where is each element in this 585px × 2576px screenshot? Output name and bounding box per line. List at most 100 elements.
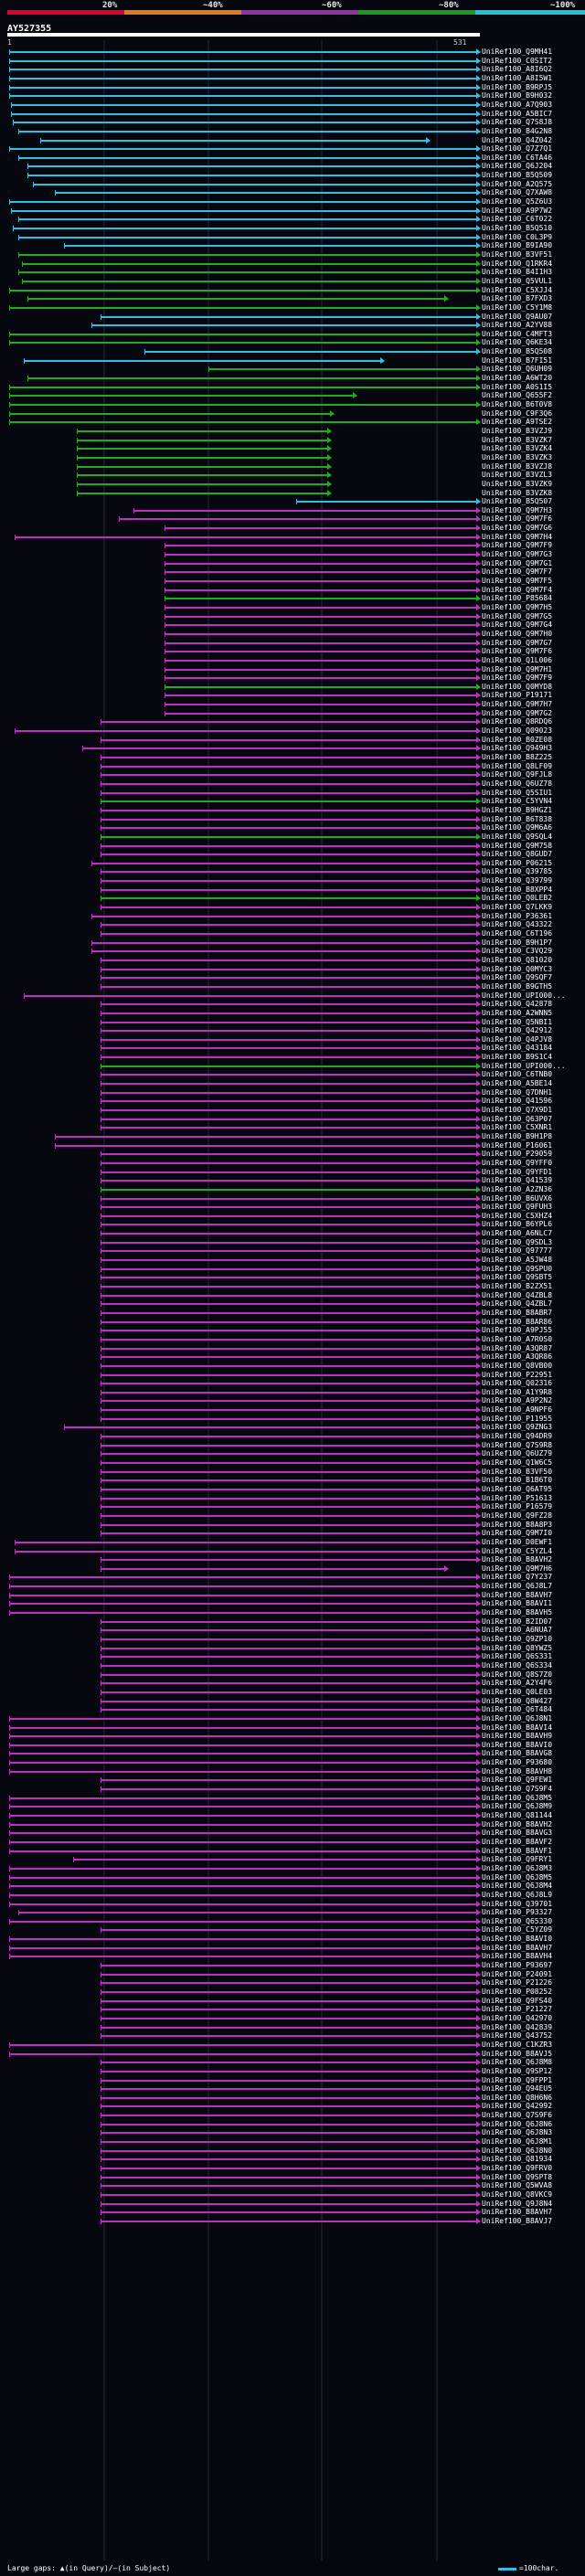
hit-label[interactable]: UniRef100_Q9M7G4 (482, 620, 553, 629)
hit-label[interactable]: UniRef100_B8ABR7 (482, 1309, 553, 1317)
hit-label[interactable]: UniRef100_Q9FRV0 (482, 2164, 553, 2172)
hit-label[interactable]: UniRef100_Q9FUH3 (482, 1203, 553, 1211)
hit-label[interactable]: UniRef100_Q42912 (482, 1026, 553, 1034)
hit-label[interactable]: UniRef100_Q6J8N1 (482, 1714, 553, 1723)
hit-label[interactable]: UniRef100_A2ZN36 (482, 1185, 553, 1193)
hit-label[interactable]: UniRef100_B7FXD3 (482, 294, 553, 302)
hit-label[interactable]: UniRef100_Q8S7Z0 (482, 1670, 553, 1679)
hit-label[interactable]: UniRef100_Q8YWZ5 (482, 1644, 553, 1652)
hit-label[interactable]: UniRef100_C5XHZ4 (482, 1212, 553, 1220)
hit-label[interactable]: UniRef100_Q8H6N6 (482, 2094, 553, 2102)
hit-label[interactable]: UniRef100_A9PJ55 (482, 1326, 553, 1334)
hit-label[interactable]: UniRef100_D0EWF1 (482, 1538, 553, 1546)
hit-label[interactable]: UniRef100_P19171 (482, 691, 553, 699)
hit-label[interactable]: UniRef100_B8AVH8 (482, 1767, 553, 1776)
hit-label[interactable]: UniRef100_Q9M7G6 (482, 524, 553, 532)
hit-label[interactable]: UniRef100_Q9MH41 (482, 48, 553, 56)
hit-label[interactable]: UniRef100_A8I5W1 (482, 74, 553, 82)
hit-label[interactable]: UniRef100_Q6J8N3 (482, 2128, 553, 2136)
hit-label[interactable]: UniRef100_Q42878 (482, 1000, 553, 1008)
hit-label[interactable]: UniRef100_Q7X9D1 (482, 1106, 553, 1114)
hit-label[interactable]: UniRef100_B3VF50 (482, 1468, 553, 1476)
hit-label[interactable]: UniRef100_B3VZL3 (482, 471, 553, 479)
hit-label[interactable]: UniRef100_C4MFT3 (482, 330, 553, 338)
hit-label[interactable]: UniRef100_Q6J8L9 (482, 1891, 553, 1899)
hit-label[interactable]: UniRef100_Q9YFF0 (482, 1159, 553, 1167)
hit-label[interactable]: UniRef100_Q9SP12 (482, 2067, 553, 2075)
hit-label[interactable]: UniRef100_B8Z225 (482, 753, 553, 761)
hit-label[interactable]: UniRef100_Q81144 (482, 1811, 553, 1819)
hit-label[interactable]: UniRef100_Q9M7I0 (482, 1529, 553, 1537)
hit-label[interactable]: UniRef100_C5XNR1 (482, 1123, 553, 1131)
hit-label[interactable]: UniRef100_B9RPJ5 (482, 83, 553, 91)
hit-label[interactable]: UniRef100_Q7S9F4 (482, 1785, 553, 1793)
hit-label[interactable]: UniRef100_B9GTH5 (482, 982, 553, 991)
hit-label[interactable]: UniRef100_A9P2N2 (482, 1396, 553, 1405)
hit-label[interactable]: UniRef100_B9H1P8 (482, 1132, 553, 1140)
hit-label[interactable]: UniRef100_B6T0V8 (482, 400, 553, 408)
hit-label[interactable]: UniRef100_Q6J8N6 (482, 2120, 553, 2128)
hit-label[interactable]: UniRef100_A2Q575 (482, 180, 553, 188)
hit-label[interactable]: UniRef100_Q9M7F9 (482, 673, 553, 682)
hit-label[interactable]: UniRef100_C9F3Q6 (482, 409, 553, 418)
hit-label[interactable]: UniRef100_A5JW48 (482, 1256, 553, 1264)
hit-label[interactable]: UniRef100_P11955 (482, 1415, 553, 1423)
hit-label[interactable]: UniRef100_C1KZR3 (482, 2041, 553, 2049)
hit-label[interactable]: UniRef100_Q6UH09 (482, 365, 553, 373)
hit-label[interactable]: UniRef100_P06215 (482, 859, 553, 867)
hit-label[interactable]: UniRef100_Q1RKR4 (482, 260, 553, 268)
hit-label[interactable]: UniRef100_P85684 (482, 594, 553, 602)
hit-label[interactable]: UniRef100_B6UVX6 (482, 1194, 553, 1203)
hit-label[interactable]: UniRef100_B8AVJ5 (482, 2050, 553, 2058)
hit-label[interactable]: UniRef100_Q9ZNG3 (482, 1423, 553, 1431)
hit-label[interactable]: UniRef100_Q0LEB2 (482, 894, 553, 902)
hit-label[interactable]: UniRef100_A5BIC7 (482, 110, 553, 118)
hit-label[interactable]: UniRef100_B8AVI1 (482, 1599, 553, 1607)
hit-label[interactable]: UniRef100_A3QR86 (482, 1352, 553, 1361)
hit-label[interactable]: UniRef100_Q6J8L7 (482, 1582, 553, 1590)
hit-label[interactable]: UniRef100_Q6T484 (482, 1705, 553, 1713)
hit-label[interactable]: UniRef100_C6TA46 (482, 154, 553, 162)
hit-label[interactable]: UniRef100_Q9M7F5 (482, 577, 553, 585)
hit-label[interactable]: UniRef100_Q8RDQ6 (482, 717, 553, 726)
hit-label[interactable]: UniRef100_B2ZX51 (482, 1282, 553, 1290)
hit-label[interactable]: UniRef100_B5Q509 (482, 171, 553, 179)
hit-label[interactable]: UniRef100_B8AVH9 (482, 1732, 553, 1740)
hit-label[interactable]: UniRef100_B3VZJ9 (482, 427, 553, 435)
hit-label[interactable]: UniRef100_B6T838 (482, 815, 553, 823)
hit-label[interactable]: UniRef100_B8XPP4 (482, 885, 553, 894)
hit-label[interactable]: UniRef100_B3VZK9 (482, 480, 553, 488)
hit-label[interactable]: UniRef100_Q6J8M4 (482, 1882, 553, 1890)
hit-label[interactable]: UniRef100_Q6J204 (482, 162, 553, 170)
hit-label[interactable]: UniRef100_Q8LF09 (482, 762, 553, 770)
hit-label[interactable]: UniRef100_B5Q508 (482, 347, 553, 355)
hit-label[interactable]: UniRef100_Q6J8M1 (482, 2137, 553, 2146)
hit-label[interactable]: UniRef100_B8AVG3 (482, 1829, 553, 1837)
hit-label[interactable]: UniRef100_C5YVN4 (482, 797, 553, 805)
hit-label[interactable]: UniRef100_Q6J8M5 (482, 1873, 553, 1882)
hit-label[interactable]: UniRef100_Q9M7H1 (482, 665, 553, 673)
hit-label[interactable]: UniRef100_Q0MYD8 (482, 683, 553, 691)
hit-label[interactable]: UniRef100_P24091 (482, 1970, 553, 1978)
hit-label[interactable]: UniRef100_B3VZK3 (482, 453, 553, 461)
hit-label[interactable]: UniRef100_Q9SPT8 (482, 2173, 553, 2181)
hit-label[interactable]: UniRef100_Q1L006 (482, 656, 553, 664)
hit-label[interactable]: UniRef100_Q5Z6U3 (482, 197, 553, 206)
hit-label[interactable]: UniRef100_Q6J8M5 (482, 1794, 553, 1802)
hit-label[interactable]: UniRef100_C5YZ09 (482, 1925, 553, 1934)
hit-label[interactable]: UniRef100_P21226 (482, 1978, 553, 1987)
hit-label[interactable]: UniRef100_P29059 (482, 1150, 553, 1158)
hit-label[interactable]: UniRef100_C5XJJ4 (482, 286, 553, 294)
hit-label[interactable]: UniRef100_P22951 (482, 1371, 553, 1379)
hit-label[interactable]: UniRef100_B3VF51 (482, 250, 553, 259)
hit-label[interactable]: UniRef100_Q5VUL1 (482, 277, 553, 285)
hit-label[interactable]: UniRef100_A6NUA7 (482, 1626, 553, 1634)
hit-label[interactable]: UniRef100_B4I1H3 (482, 268, 553, 276)
hit-label[interactable]: UniRef100_Q9M7H5 (482, 603, 553, 611)
hit-label[interactable]: UniRef100_Q9FJL8 (482, 770, 553, 779)
hit-label[interactable]: UniRef100_Q8VKC9 (482, 2190, 553, 2199)
hit-label[interactable]: UniRef100_B9IA90 (482, 241, 553, 249)
hit-label[interactable]: UniRef100_Q63P07 (482, 1115, 553, 1123)
hit-label[interactable]: UniRef100_B6YPL6 (482, 1220, 553, 1228)
hit-label[interactable]: UniRef100_Q9SDL3 (482, 1238, 553, 1246)
